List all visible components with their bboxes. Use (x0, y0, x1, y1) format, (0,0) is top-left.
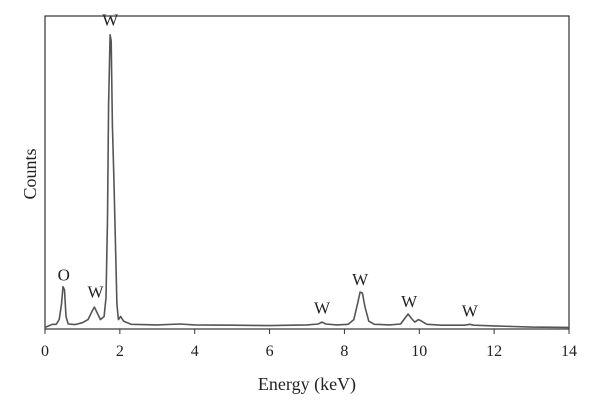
x-axis-tick-labels: 0 2 4 6 8 10 12 14 (41, 343, 577, 360)
peak-label-w: W (401, 292, 418, 311)
x-tick-label: 6 (266, 343, 274, 360)
x-tick-label: 10 (411, 343, 427, 360)
x-axis-ticks (44, 329, 570, 334)
x-tick-label: 4 (191, 343, 199, 360)
y-axis-label: Counts (20, 148, 40, 199)
spectrum-line (44, 34, 570, 329)
plot-frame (44, 15, 570, 330)
x-tick-label: 0 (41, 343, 49, 360)
peak-label-w: W (102, 10, 119, 29)
peak-label-w: W (88, 283, 105, 302)
x-axis-label: Energy (keV) (258, 374, 356, 395)
x-tick-label: 2 (116, 343, 124, 360)
peak-label-w: W (352, 270, 369, 289)
peak-label-o: O (58, 265, 70, 284)
peak-label-w: W (314, 298, 331, 317)
x-tick-label: 14 (561, 343, 577, 360)
peak-label-w: W (462, 301, 479, 320)
x-tick-label: 12 (486, 343, 502, 360)
x-tick-label: 8 (340, 343, 348, 360)
